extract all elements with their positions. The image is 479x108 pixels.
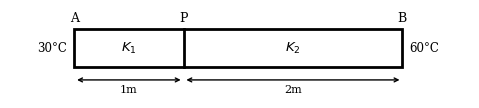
Text: B: B xyxy=(398,12,407,25)
Text: $K_2$: $K_2$ xyxy=(285,40,301,56)
Text: 60°C: 60°C xyxy=(410,42,439,55)
Text: $K_1$: $K_1$ xyxy=(121,40,137,56)
Bar xyxy=(74,29,402,67)
Text: 2m: 2m xyxy=(284,85,302,95)
Text: A: A xyxy=(70,12,79,25)
Text: 30°C: 30°C xyxy=(37,42,67,55)
Text: 1m: 1m xyxy=(120,85,138,95)
Text: P: P xyxy=(179,12,188,25)
